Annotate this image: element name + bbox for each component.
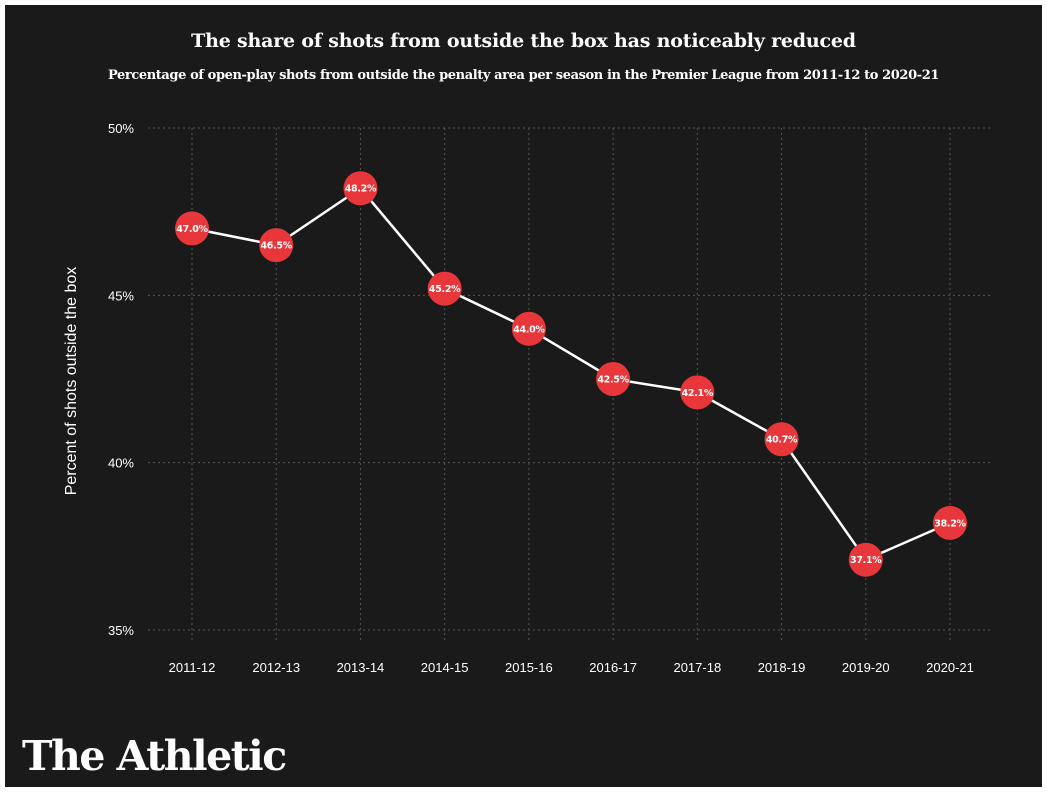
data-label: 38.2%	[934, 518, 966, 529]
chart-panel	[5, 5, 1042, 787]
series-line	[191, 186, 951, 561]
data-label: 37.1%	[850, 555, 882, 566]
data-label: 42.5%	[597, 375, 629, 386]
data-point	[680, 375, 715, 410]
y-tick-label: 50%	[108, 121, 134, 136]
x-tick-label: 2014-15	[421, 660, 469, 675]
chart-title: The share of shots from outside the box …	[191, 30, 856, 52]
data-label: 42.1%	[682, 388, 714, 399]
data-label: 44.0%	[513, 324, 545, 335]
chart-subtitle: Percentage of open-play shots from outsi…	[107, 68, 939, 83]
data-label: 45.2%	[429, 284, 461, 295]
data-label: 47.0%	[176, 224, 208, 235]
x-tick-label: 2017-18	[673, 660, 721, 675]
x-tick-label: 2020-21	[926, 660, 974, 675]
data-point	[343, 171, 378, 206]
data-point	[259, 228, 294, 263]
data-label: 48.2%	[345, 184, 377, 195]
x-tick-label: 2019-20	[842, 660, 890, 675]
x-tick-label: 2015-16	[505, 660, 553, 675]
x-axis-ticks: 2011-12 2012-13 2013-14 2014-15 2015-16 2016-…	[169, 660, 974, 675]
y-axis-ticks: 35% 40% 45% 50%	[108, 121, 134, 638]
data-point	[933, 505, 967, 540]
series-line-path	[191, 186, 951, 561]
data-point	[511, 311, 546, 346]
data-label: 40.7%	[766, 435, 798, 446]
data-point	[175, 211, 209, 246]
y-axis-label: Percent of shots outside the box	[63, 267, 80, 496]
x-tick-label: 2012-13	[252, 660, 300, 675]
y-tick-label: 40%	[108, 456, 134, 471]
x-tick-label: 2011-12	[169, 660, 216, 675]
x-tick-label: 2013-14	[337, 660, 385, 675]
data-point	[764, 422, 799, 457]
data-point	[596, 362, 631, 396]
data-point	[848, 542, 883, 577]
data-label: 46.5%	[260, 241, 292, 252]
brand-logo: The Athletic	[22, 732, 287, 780]
data-point	[427, 271, 462, 306]
data-points: 47.0% 46.5% 48.2% 45.2% 44.0% 42.5% 42.1% 40.7%…	[175, 171, 967, 577]
x-tick-label: 2018-19	[758, 660, 806, 675]
y-tick-label: 45%	[108, 288, 134, 303]
y-tick-label: 35%	[108, 623, 134, 638]
x-tick-label: 2016-17	[589, 660, 637, 675]
